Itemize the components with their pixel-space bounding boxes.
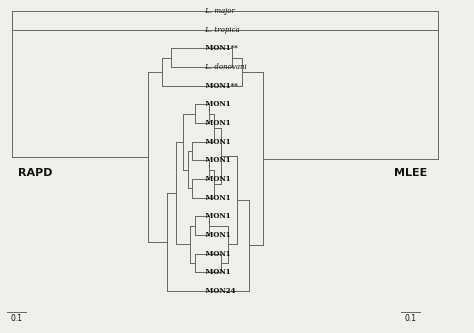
Text: MON1**: MON1** bbox=[203, 44, 237, 52]
Text: MLEE: MLEE bbox=[394, 168, 427, 178]
Text: 0.1: 0.1 bbox=[11, 314, 23, 323]
Text: MON1: MON1 bbox=[203, 212, 230, 220]
Text: MON1: MON1 bbox=[203, 175, 230, 183]
Text: MON1: MON1 bbox=[203, 156, 230, 164]
Text: MON24: MON24 bbox=[203, 287, 235, 295]
Text: MON1: MON1 bbox=[203, 250, 230, 258]
Text: L. donovani: L. donovani bbox=[203, 63, 246, 71]
Text: L. major: L. major bbox=[203, 7, 235, 15]
Text: 0.1: 0.1 bbox=[404, 314, 416, 323]
Text: MON1: MON1 bbox=[203, 231, 230, 239]
Text: MON1: MON1 bbox=[203, 138, 230, 146]
Text: MON1: MON1 bbox=[203, 268, 230, 276]
Text: RAPD: RAPD bbox=[18, 168, 53, 178]
Text: MON1: MON1 bbox=[203, 100, 230, 108]
Text: MON1: MON1 bbox=[203, 193, 230, 201]
Text: L. tropica: L. tropica bbox=[203, 26, 239, 34]
Text: MON1**: MON1** bbox=[203, 82, 237, 90]
Text: MON1: MON1 bbox=[203, 119, 230, 127]
